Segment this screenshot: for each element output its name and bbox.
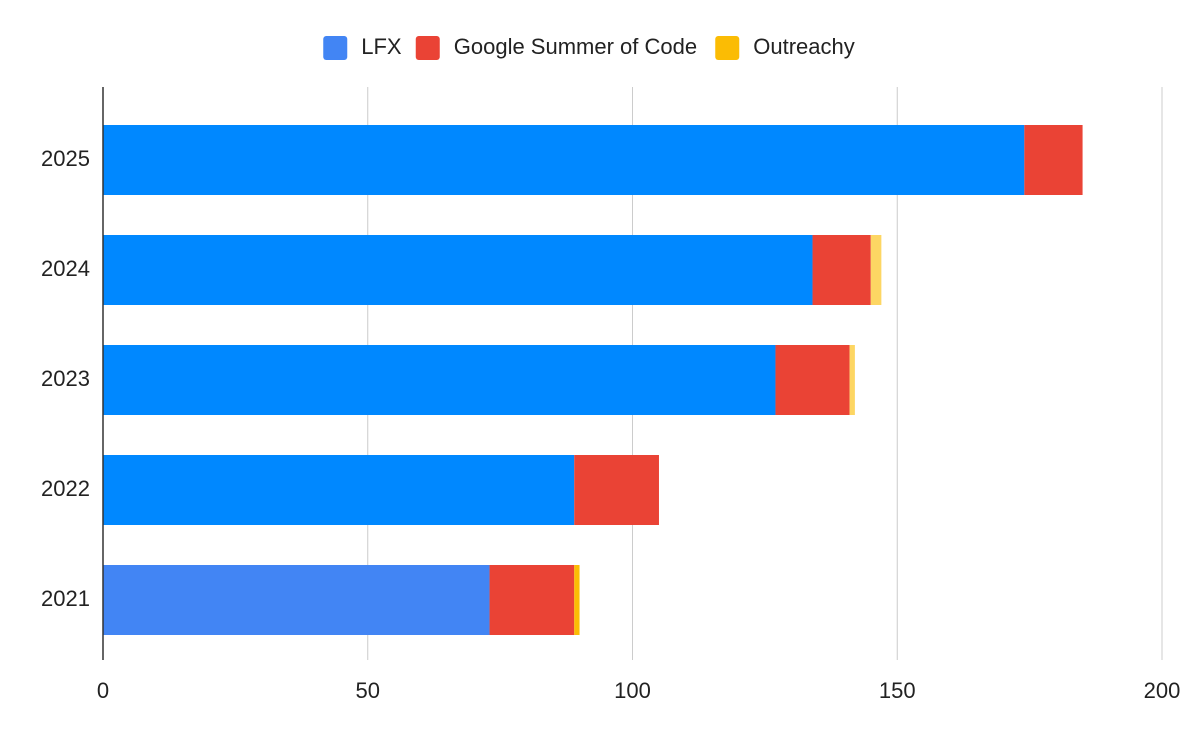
x-tick-label: 200 <box>1144 678 1181 703</box>
bar-segment <box>103 125 1025 195</box>
legend-swatch <box>715 36 740 60</box>
bar-segment <box>103 455 575 525</box>
x-tick-label: 100 <box>614 678 651 703</box>
bar-segment <box>574 455 659 525</box>
bar-segment <box>849 345 855 415</box>
bar-segment <box>574 565 580 635</box>
y-tick-label: 2024 <box>41 256 90 281</box>
bar-segment <box>1024 125 1083 195</box>
bar-segment <box>103 235 813 305</box>
x-tick-label: 50 <box>356 678 380 703</box>
bar-segment <box>489 565 575 635</box>
bar-segment <box>812 235 871 305</box>
bar-segment <box>103 565 490 635</box>
y-tick-label: 2021 <box>41 586 90 611</box>
legend-swatch <box>415 36 440 60</box>
legend-label: Google Summer of Code <box>454 34 697 59</box>
x-tick-label: 0 <box>97 678 109 703</box>
x-tick-label: 150 <box>879 678 916 703</box>
y-tick-label: 2025 <box>41 146 90 171</box>
legend-label: LFX <box>361 34 402 59</box>
bar-segment <box>775 345 850 415</box>
legend-label: Outreachy <box>753 34 855 59</box>
legend-swatch <box>323 36 348 60</box>
bar-segment <box>870 235 882 305</box>
bar-segment <box>103 345 776 415</box>
y-tick-label: 2023 <box>41 366 90 391</box>
y-tick-label: 2022 <box>41 476 90 501</box>
